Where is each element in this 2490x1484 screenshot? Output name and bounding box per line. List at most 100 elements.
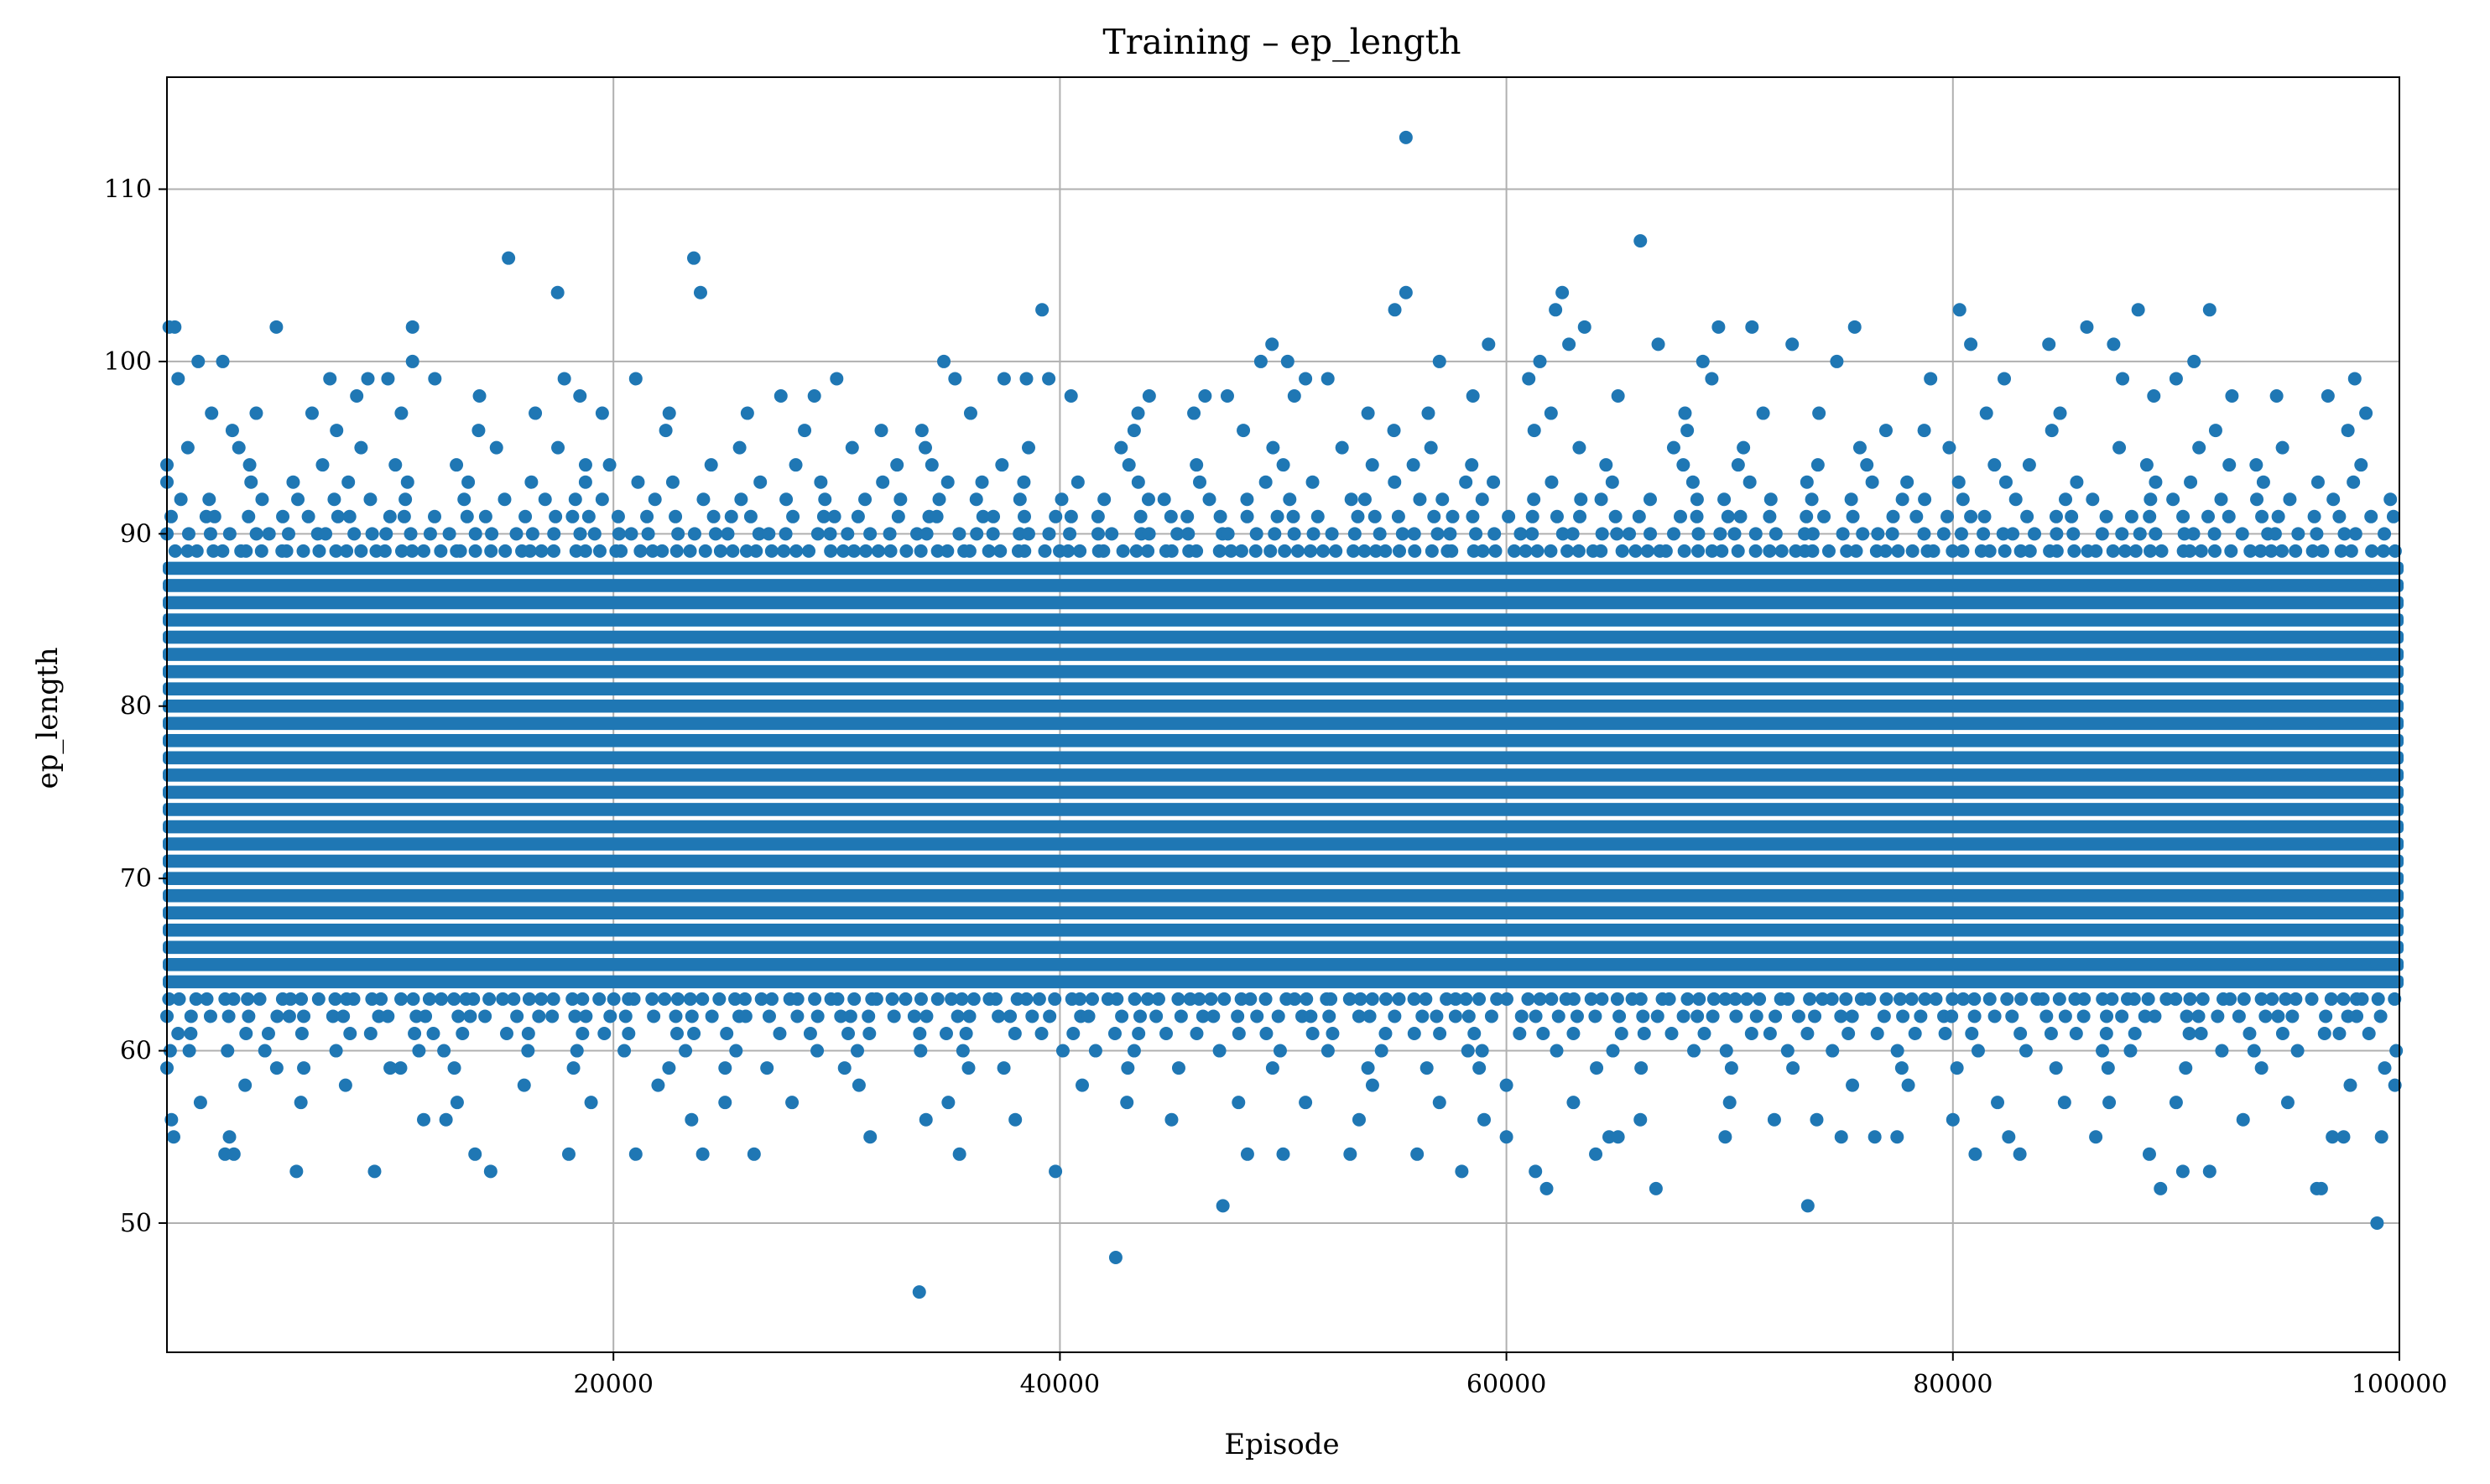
scatter-point bbox=[651, 1078, 665, 1092]
scatter-point bbox=[346, 992, 361, 1006]
scatter-point bbox=[1845, 1009, 1859, 1023]
scatter-point bbox=[1127, 424, 1141, 438]
scatter-point bbox=[2196, 992, 2210, 1006]
scatter-point bbox=[847, 992, 862, 1006]
scatter-point bbox=[614, 544, 628, 558]
scatter-point bbox=[1748, 544, 1763, 558]
scatter-point bbox=[579, 1009, 593, 1023]
scatter-point bbox=[242, 1009, 256, 1023]
scatter-point bbox=[1640, 544, 1654, 558]
scatter-point bbox=[695, 992, 710, 1006]
scatter-point bbox=[1019, 372, 1034, 386]
scatter-point bbox=[365, 527, 379, 541]
scatter-point bbox=[1388, 303, 1402, 317]
scatter-point bbox=[662, 406, 676, 420]
scatter-point bbox=[997, 1061, 1011, 1075]
scatter-point bbox=[1171, 1061, 1185, 1075]
scatter-point bbox=[2289, 992, 2303, 1006]
band-row bbox=[163, 699, 2404, 713]
scatter-point bbox=[706, 509, 721, 523]
scatter-point bbox=[578, 458, 592, 472]
plot-frame bbox=[166, 76, 2400, 1353]
scatter-point bbox=[2389, 1044, 2404, 1058]
scatter-point bbox=[510, 1009, 524, 1023]
scatter-point bbox=[919, 1112, 933, 1127]
scatter-point bbox=[2370, 1216, 2384, 1230]
scatter-point bbox=[1415, 1009, 1430, 1023]
scatter-point bbox=[422, 992, 436, 1006]
y-tick-label: 110 bbox=[104, 175, 152, 205]
scatter-point bbox=[2089, 1130, 2103, 1144]
band-row bbox=[163, 837, 2404, 851]
scatter-point bbox=[1321, 372, 1335, 386]
scatter-point bbox=[841, 527, 855, 541]
scatter-point bbox=[1502, 509, 1516, 523]
scatter-point bbox=[749, 544, 763, 558]
scatter-point bbox=[1499, 1078, 1513, 1092]
scatter-point bbox=[1729, 1009, 1743, 1023]
scatter-point bbox=[869, 992, 883, 1006]
axis-ticks: 20000 40000 60000 80000 100000 50 60 70 80 90 100 1… bbox=[104, 175, 2448, 1399]
scatter-point bbox=[343, 1027, 357, 1040]
scatter-point bbox=[2222, 509, 2236, 523]
scatter-point bbox=[2332, 1027, 2347, 1040]
scatter-point bbox=[1288, 992, 1302, 1006]
scatter-point bbox=[1171, 992, 1185, 1006]
scatter-point bbox=[1769, 527, 1783, 541]
scatter-point bbox=[534, 992, 549, 1006]
scatter-point bbox=[1395, 527, 1409, 541]
scatter-point bbox=[790, 992, 805, 1006]
scatter-point bbox=[686, 251, 701, 265]
scatter-point bbox=[1299, 1096, 1313, 1110]
scatter-point bbox=[1085, 992, 1099, 1006]
scatter-point bbox=[471, 424, 486, 438]
scatter-point bbox=[912, 1285, 926, 1299]
scatter-point bbox=[1063, 527, 1077, 541]
scatter-point bbox=[191, 354, 206, 368]
scatter-point bbox=[1967, 992, 1982, 1006]
scatter-point bbox=[1846, 1078, 1860, 1092]
scatter-point bbox=[206, 544, 221, 558]
scatter-point bbox=[1748, 527, 1763, 541]
scatter-point bbox=[478, 509, 492, 523]
scatter-point bbox=[1666, 440, 1680, 455]
scatter-point bbox=[592, 544, 607, 558]
scatter-point bbox=[323, 372, 337, 386]
scatter-point bbox=[803, 1027, 817, 1040]
scatter-point bbox=[468, 527, 482, 541]
scatter-point bbox=[2100, 1009, 2114, 1023]
scatter-point bbox=[2291, 527, 2305, 541]
scatter-point bbox=[1280, 354, 1294, 368]
scatter-point bbox=[1240, 509, 1254, 523]
scatter-point bbox=[507, 992, 521, 1006]
scatter-point bbox=[1900, 475, 1914, 489]
scatter-point bbox=[1232, 1096, 1246, 1110]
scatter-point bbox=[1263, 544, 1278, 558]
scatter-point bbox=[988, 992, 1003, 1006]
scatter-point bbox=[1825, 992, 1839, 1006]
y-tick-label: 90 bbox=[120, 519, 152, 549]
scatter-point bbox=[181, 527, 195, 541]
scatter-point bbox=[1763, 492, 1778, 507]
scatter-point bbox=[1477, 1112, 1491, 1127]
scatter-point bbox=[2341, 424, 2355, 438]
scatter-point bbox=[837, 1061, 852, 1075]
scatter-point bbox=[2225, 389, 2239, 403]
scatter-point bbox=[1514, 1009, 1529, 1023]
scatter-point bbox=[2305, 992, 2319, 1006]
scatter-point bbox=[2023, 544, 2037, 558]
scatter-point bbox=[457, 492, 471, 507]
scatter-point bbox=[2202, 303, 2217, 317]
scatter-point bbox=[1115, 1009, 1129, 1023]
scatter-point bbox=[930, 992, 945, 1006]
scatter-point bbox=[1070, 475, 1085, 489]
scatter-point bbox=[1896, 1009, 1910, 1023]
scatter-point bbox=[342, 509, 357, 523]
scatter-point bbox=[1894, 1061, 1909, 1075]
scatter-point bbox=[2102, 1096, 2117, 1110]
scatter-point bbox=[1064, 389, 1078, 403]
scatter-point bbox=[269, 1061, 284, 1075]
scatter-point bbox=[2315, 544, 2330, 558]
scatter-point bbox=[940, 475, 955, 489]
scatter-point bbox=[645, 544, 659, 558]
